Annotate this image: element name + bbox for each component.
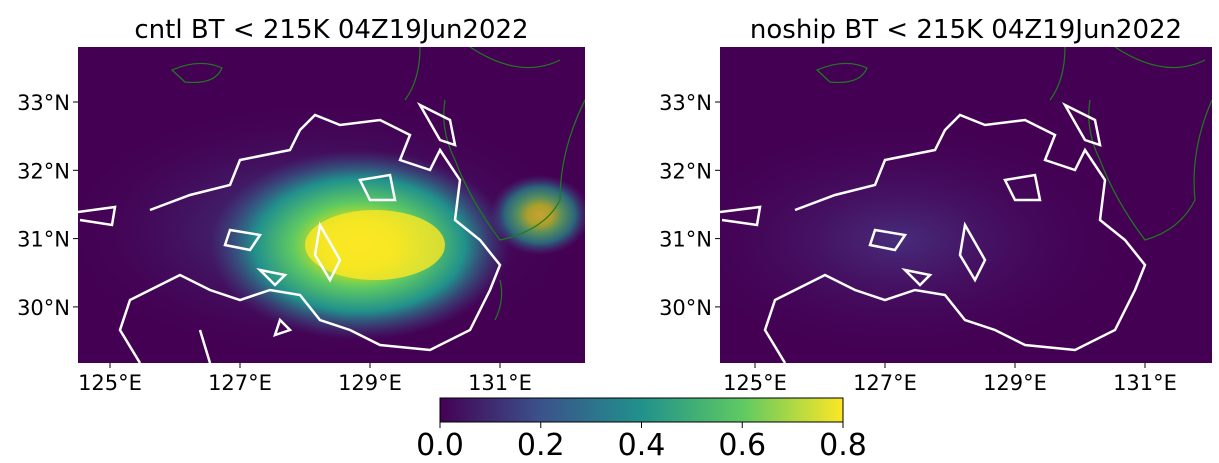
- lon-tick-label: 127°E: [853, 371, 917, 395]
- lon-tick-label: 127°E: [208, 371, 272, 395]
- lon-tick-label: 129°E: [983, 371, 1047, 395]
- lat-tick-label: 31°N: [17, 228, 70, 252]
- lon-tick-label: 129°E: [338, 371, 402, 395]
- lat-tick-label: 31°N: [659, 228, 712, 252]
- panel-title: cntl BT < 215K 04Z19Jun2022: [134, 15, 528, 45]
- lat-tick-label: 33°N: [17, 91, 70, 115]
- colorbar-tick-label: 0.6: [718, 428, 766, 459]
- lat-tick-label: 33°N: [659, 91, 712, 115]
- lon-tick-label: 125°E: [723, 371, 787, 395]
- colorbar-tick-label: 0.4: [618, 428, 666, 459]
- map-left: [78, 47, 585, 363]
- lat-tick-label: 30°N: [17, 296, 70, 320]
- map-right: [720, 47, 1212, 363]
- colorbar: [439, 397, 844, 423]
- panel-title: noship BT < 215K 04Z19Jun2022: [750, 15, 1182, 45]
- lon-tick-label: 125°E: [78, 371, 142, 395]
- colorbar-tick-label: 0.0: [416, 428, 464, 459]
- lat-tick-label: 32°N: [17, 159, 70, 183]
- colorbar-tick-label: 0.8: [819, 428, 867, 459]
- lon-tick-label: 131°E: [1113, 371, 1177, 395]
- lat-tick-label: 32°N: [659, 159, 712, 183]
- lat-tick-label: 30°N: [659, 296, 712, 320]
- colorbar-tick-label: 0.2: [517, 428, 565, 459]
- lon-tick-label: 131°E: [468, 371, 532, 395]
